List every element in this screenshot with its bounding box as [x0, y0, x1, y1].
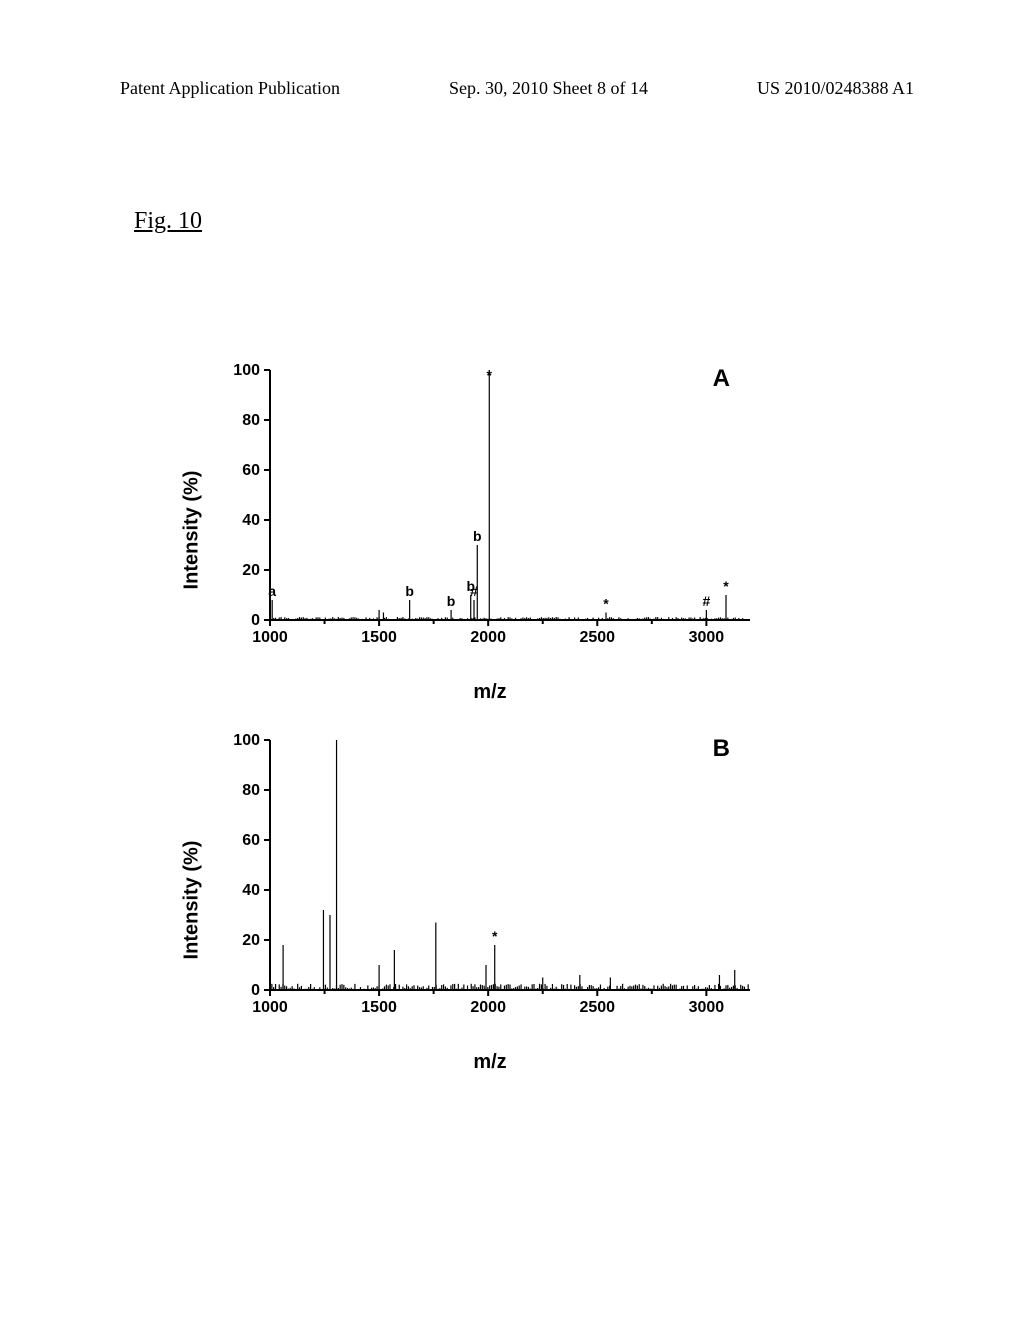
- svg-text:*: *: [723, 578, 729, 594]
- svg-text:80: 80: [242, 412, 260, 429]
- svg-text:2500: 2500: [579, 629, 615, 646]
- svg-text:1000: 1000: [252, 999, 288, 1016]
- svg-text:1500: 1500: [361, 999, 397, 1016]
- svg-text:0: 0: [251, 982, 260, 999]
- svg-text:60: 60: [242, 832, 260, 849]
- svg-text:b: b: [473, 528, 482, 544]
- svg-text:100: 100: [233, 362, 260, 379]
- chart-a-xlabel: m/z: [473, 681, 506, 704]
- chart-a-panel-label: A: [713, 365, 730, 393]
- chart-b-panel-label: B: [713, 735, 730, 763]
- svg-text:*: *: [492, 928, 498, 944]
- svg-text:b: b: [447, 593, 456, 609]
- chart-a: Intensity (%) A 100015002000250030000204…: [220, 360, 760, 700]
- svg-text:1000: 1000: [252, 629, 288, 646]
- svg-text:20: 20: [242, 562, 260, 579]
- svg-text:2000: 2000: [470, 629, 506, 646]
- chart-a-ylabel: Intensity (%): [181, 471, 204, 590]
- chart-b-ylabel: Intensity (%): [181, 841, 204, 960]
- svg-text:a: a: [268, 583, 276, 599]
- header-left: Patent Application Publication: [120, 78, 340, 99]
- chart-b: Intensity (%) B 100015002000250030000204…: [220, 730, 760, 1070]
- svg-text:2000: 2000: [470, 999, 506, 1016]
- svg-text:*: *: [603, 596, 609, 612]
- svg-text:1500: 1500: [361, 629, 397, 646]
- svg-text:80: 80: [242, 782, 260, 799]
- svg-text:100: 100: [233, 732, 260, 749]
- svg-text:3000: 3000: [689, 629, 725, 646]
- figure-title: Fig. 10: [134, 208, 202, 235]
- header-center: Sep. 30, 2010 Sheet 8 of 14: [449, 78, 648, 99]
- svg-text:#: #: [702, 593, 710, 609]
- header-right: US 2010/0248388 A1: [757, 78, 914, 99]
- svg-text:60: 60: [242, 462, 260, 479]
- chart-b-xlabel: m/z: [473, 1051, 506, 1074]
- svg-text:40: 40: [242, 882, 260, 899]
- svg-text:20: 20: [242, 932, 260, 949]
- svg-text:b: b: [405, 583, 414, 599]
- chart-b-plot: 1000 1500 2000 2500 3000 0 20 40 60 80 100 *: [220, 730, 760, 1030]
- svg-text:2500: 2500: [579, 999, 615, 1016]
- svg-text:40: 40: [242, 512, 260, 529]
- chart-a-plot: 10001500200025003000020406080100abbb#b**…: [220, 360, 760, 660]
- svg-text:*: *: [487, 367, 493, 383]
- page-header: Patent Application Publication Sep. 30, …: [120, 78, 914, 99]
- svg-text:0: 0: [251, 612, 260, 629]
- svg-text:3000: 3000: [689, 999, 725, 1016]
